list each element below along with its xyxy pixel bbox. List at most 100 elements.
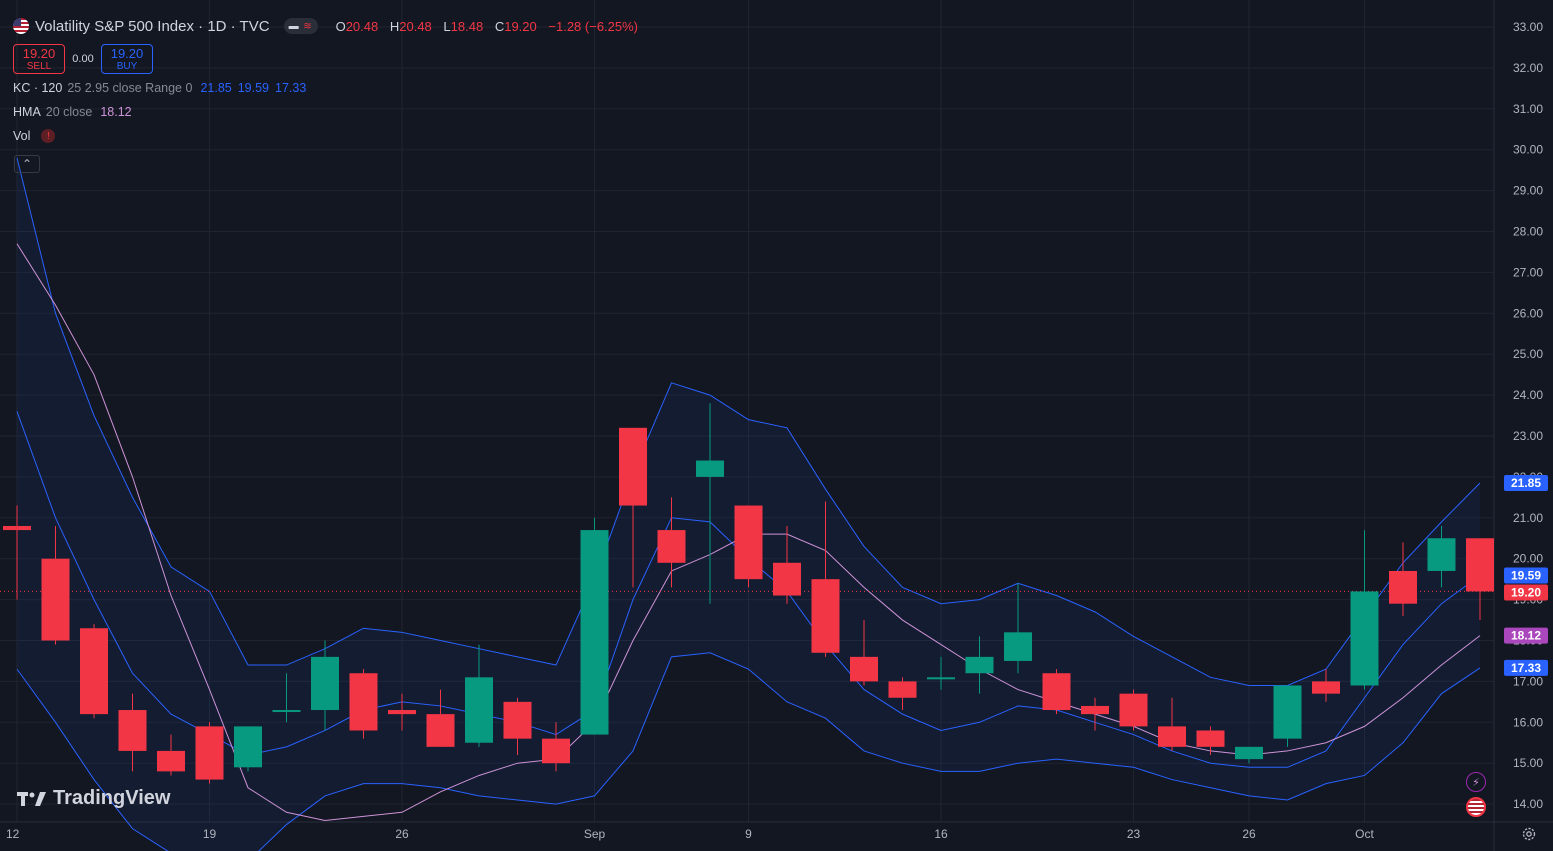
candle	[1389, 542, 1417, 616]
candle	[888, 677, 917, 711]
candle-body	[426, 714, 455, 747]
x-tick-label: 26	[395, 827, 409, 841]
settings-gear-icon[interactable]	[1520, 825, 1538, 843]
y-tick-label: 17.00	[1513, 674, 1543, 688]
y-tick-label: 20.00	[1513, 552, 1543, 566]
candle-body	[349, 673, 378, 731]
candle	[619, 427, 647, 588]
y-tick-label: 25.00	[1513, 347, 1543, 361]
symbol-header: Volatility S&P 500 Index · 1D · TVC ▬ ≋ …	[13, 14, 646, 38]
collapse-legend-button[interactable]: ⌃	[14, 155, 40, 173]
candle	[465, 644, 493, 747]
vol-name: Vol	[13, 129, 31, 143]
candle-body	[1235, 746, 1263, 760]
candle-body	[41, 558, 70, 641]
lightning-icon[interactable]: ⚡	[1466, 772, 1486, 792]
kc-upper-value: 21.85	[200, 81, 232, 95]
y-tick-label: 27.00	[1513, 265, 1543, 279]
candle	[1004, 583, 1032, 674]
buy-label: BUY	[116, 60, 138, 72]
y-tick-label: 28.00	[1513, 225, 1543, 239]
candle-body	[619, 427, 647, 506]
candle-body	[118, 710, 147, 751]
candle-body	[503, 701, 532, 739]
symbol-title[interactable]: Volatility S&P 500 Index · 1D · TVC	[35, 17, 270, 35]
sell-price: 19.20	[22, 45, 56, 61]
hma-value: 18.12	[100, 105, 132, 119]
high-value: 20.48	[399, 18, 432, 34]
candle	[426, 689, 455, 747]
y-tick-label: 21.00	[1513, 511, 1543, 525]
chart-legend: Volatility S&P 500 Index · 1D · TVC ▬ ≋ …	[13, 14, 646, 148]
candle-body	[1042, 673, 1071, 711]
kc-params: 25 2.95 close Range 0	[67, 81, 193, 95]
time-axis[interactable]: 12 19 26 Sep 9 16 23 26 Oct	[6, 827, 1374, 841]
candle	[850, 620, 878, 686]
x-tick-label: 19	[203, 827, 217, 841]
candle-body	[734, 505, 763, 580]
x-tick-label: Sep	[584, 827, 606, 841]
trade-buttons: 19.20 SELL 0.00 19.20 BUY	[13, 42, 646, 76]
candle-body	[927, 677, 955, 680]
candle	[1119, 689, 1148, 731]
candle-body	[1389, 570, 1417, 604]
x-tick-label: 26	[1242, 827, 1256, 841]
candle-body	[195, 726, 224, 780]
price-axis[interactable]: 14.0015.0016.0017.0018.0019.0020.0021.00…	[1513, 20, 1543, 811]
candle	[3, 505, 31, 600]
candle	[1158, 697, 1186, 751]
candle	[349, 669, 378, 739]
candle	[965, 636, 994, 694]
buy-price: 19.20	[110, 45, 144, 61]
candle	[1466, 538, 1494, 621]
kc-lower-line	[16, 652, 1481, 851]
svg-text:19.59: 19.59	[1511, 568, 1541, 582]
candle	[234, 726, 262, 772]
kc-indicator-legend[interactable]: KC · 120 25 2.95 close Range 0 21.85 19.…	[13, 76, 646, 100]
y-tick-label: 29.00	[1513, 184, 1543, 198]
hma-indicator-legend[interactable]: HMA 20 close 18.12	[13, 100, 646, 124]
candle	[1042, 669, 1071, 715]
candle	[1273, 685, 1302, 747]
y-tick-label: 32.00	[1513, 61, 1543, 75]
candle	[157, 734, 185, 776]
chart-status-pill[interactable]: ▬ ≋	[283, 18, 318, 34]
y-tick-label: 30.00	[1513, 143, 1543, 157]
candle-body	[657, 530, 686, 563]
candle-body	[1081, 705, 1109, 715]
spread-value: 0.00	[72, 53, 94, 65]
vol-indicator-legend[interactable]: Vol !	[13, 124, 646, 148]
wave-icon: ≋	[303, 20, 312, 32]
candle-body	[965, 656, 994, 674]
candle-body	[1273, 685, 1302, 739]
candle-body	[811, 579, 840, 653]
candle-body	[1004, 632, 1032, 661]
kc-basis-value: 19.59	[237, 81, 269, 95]
candle-body	[542, 738, 570, 764]
x-tick-label: 16	[934, 827, 948, 841]
y-tick-label: 14.00	[1513, 797, 1543, 811]
ohlc-values: O20.48 H20.48 L18.48 C19.20 −1.28 (−6.25…	[335, 18, 639, 34]
keltner-band	[0, 157, 1494, 851]
candle	[1081, 697, 1109, 731]
warning-icon[interactable]: !	[41, 129, 56, 143]
candle-body	[580, 530, 609, 735]
svg-text:19.20: 19.20	[1511, 585, 1541, 599]
hma-name: HMA	[13, 105, 41, 119]
svg-text:17.33: 17.33	[1511, 661, 1541, 675]
sell-button[interactable]: 19.20 SELL	[13, 44, 65, 74]
candle-body	[234, 726, 262, 768]
candle-body	[1196, 730, 1225, 747]
us-flag-badge-icon[interactable]	[1466, 797, 1486, 817]
buy-button[interactable]: 19.20 BUY	[101, 44, 153, 74]
candle	[1427, 525, 1456, 588]
candle	[388, 693, 416, 731]
candle	[773, 525, 801, 604]
candle-body	[1427, 538, 1456, 571]
candle-body	[1350, 591, 1379, 686]
candle-body	[850, 656, 878, 682]
tradingview-logo[interactable]: TradingView	[17, 787, 170, 810]
candle	[1235, 746, 1263, 764]
pause-icon: ▬	[288, 20, 299, 32]
